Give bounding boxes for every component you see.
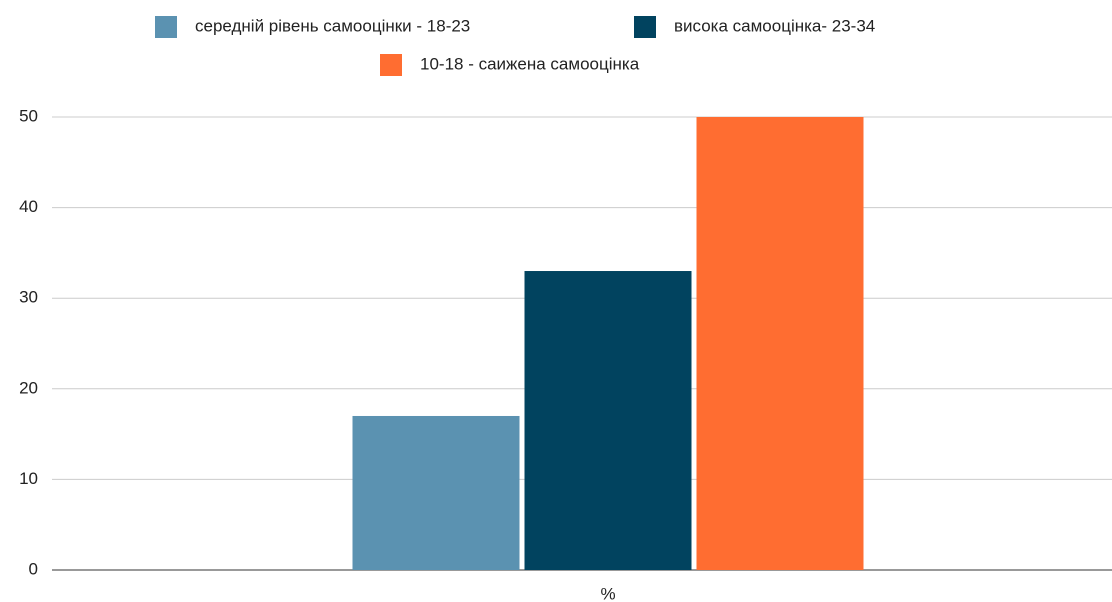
y-tick-label: 50 bbox=[19, 106, 38, 125]
bar bbox=[524, 271, 692, 570]
x-tick-label: % bbox=[600, 584, 615, 602]
y-tick-label: 20 bbox=[19, 378, 38, 397]
bar bbox=[696, 117, 864, 570]
legend-swatch bbox=[634, 16, 656, 38]
legend-label: середній рівень самооцінки - 18-23 bbox=[195, 16, 470, 35]
legend-swatch bbox=[380, 54, 402, 76]
y-tick-label: 10 bbox=[19, 469, 38, 488]
legend-label: 10-18 - саижена самооцінка bbox=[420, 54, 640, 73]
y-tick-label: 30 bbox=[19, 288, 38, 307]
y-tick-label: 40 bbox=[19, 197, 38, 216]
legend-swatch bbox=[155, 16, 177, 38]
y-tick-label: 0 bbox=[29, 559, 38, 578]
legend-label: висока самооцінка- 23-34 bbox=[674, 16, 875, 35]
bar bbox=[352, 415, 520, 570]
